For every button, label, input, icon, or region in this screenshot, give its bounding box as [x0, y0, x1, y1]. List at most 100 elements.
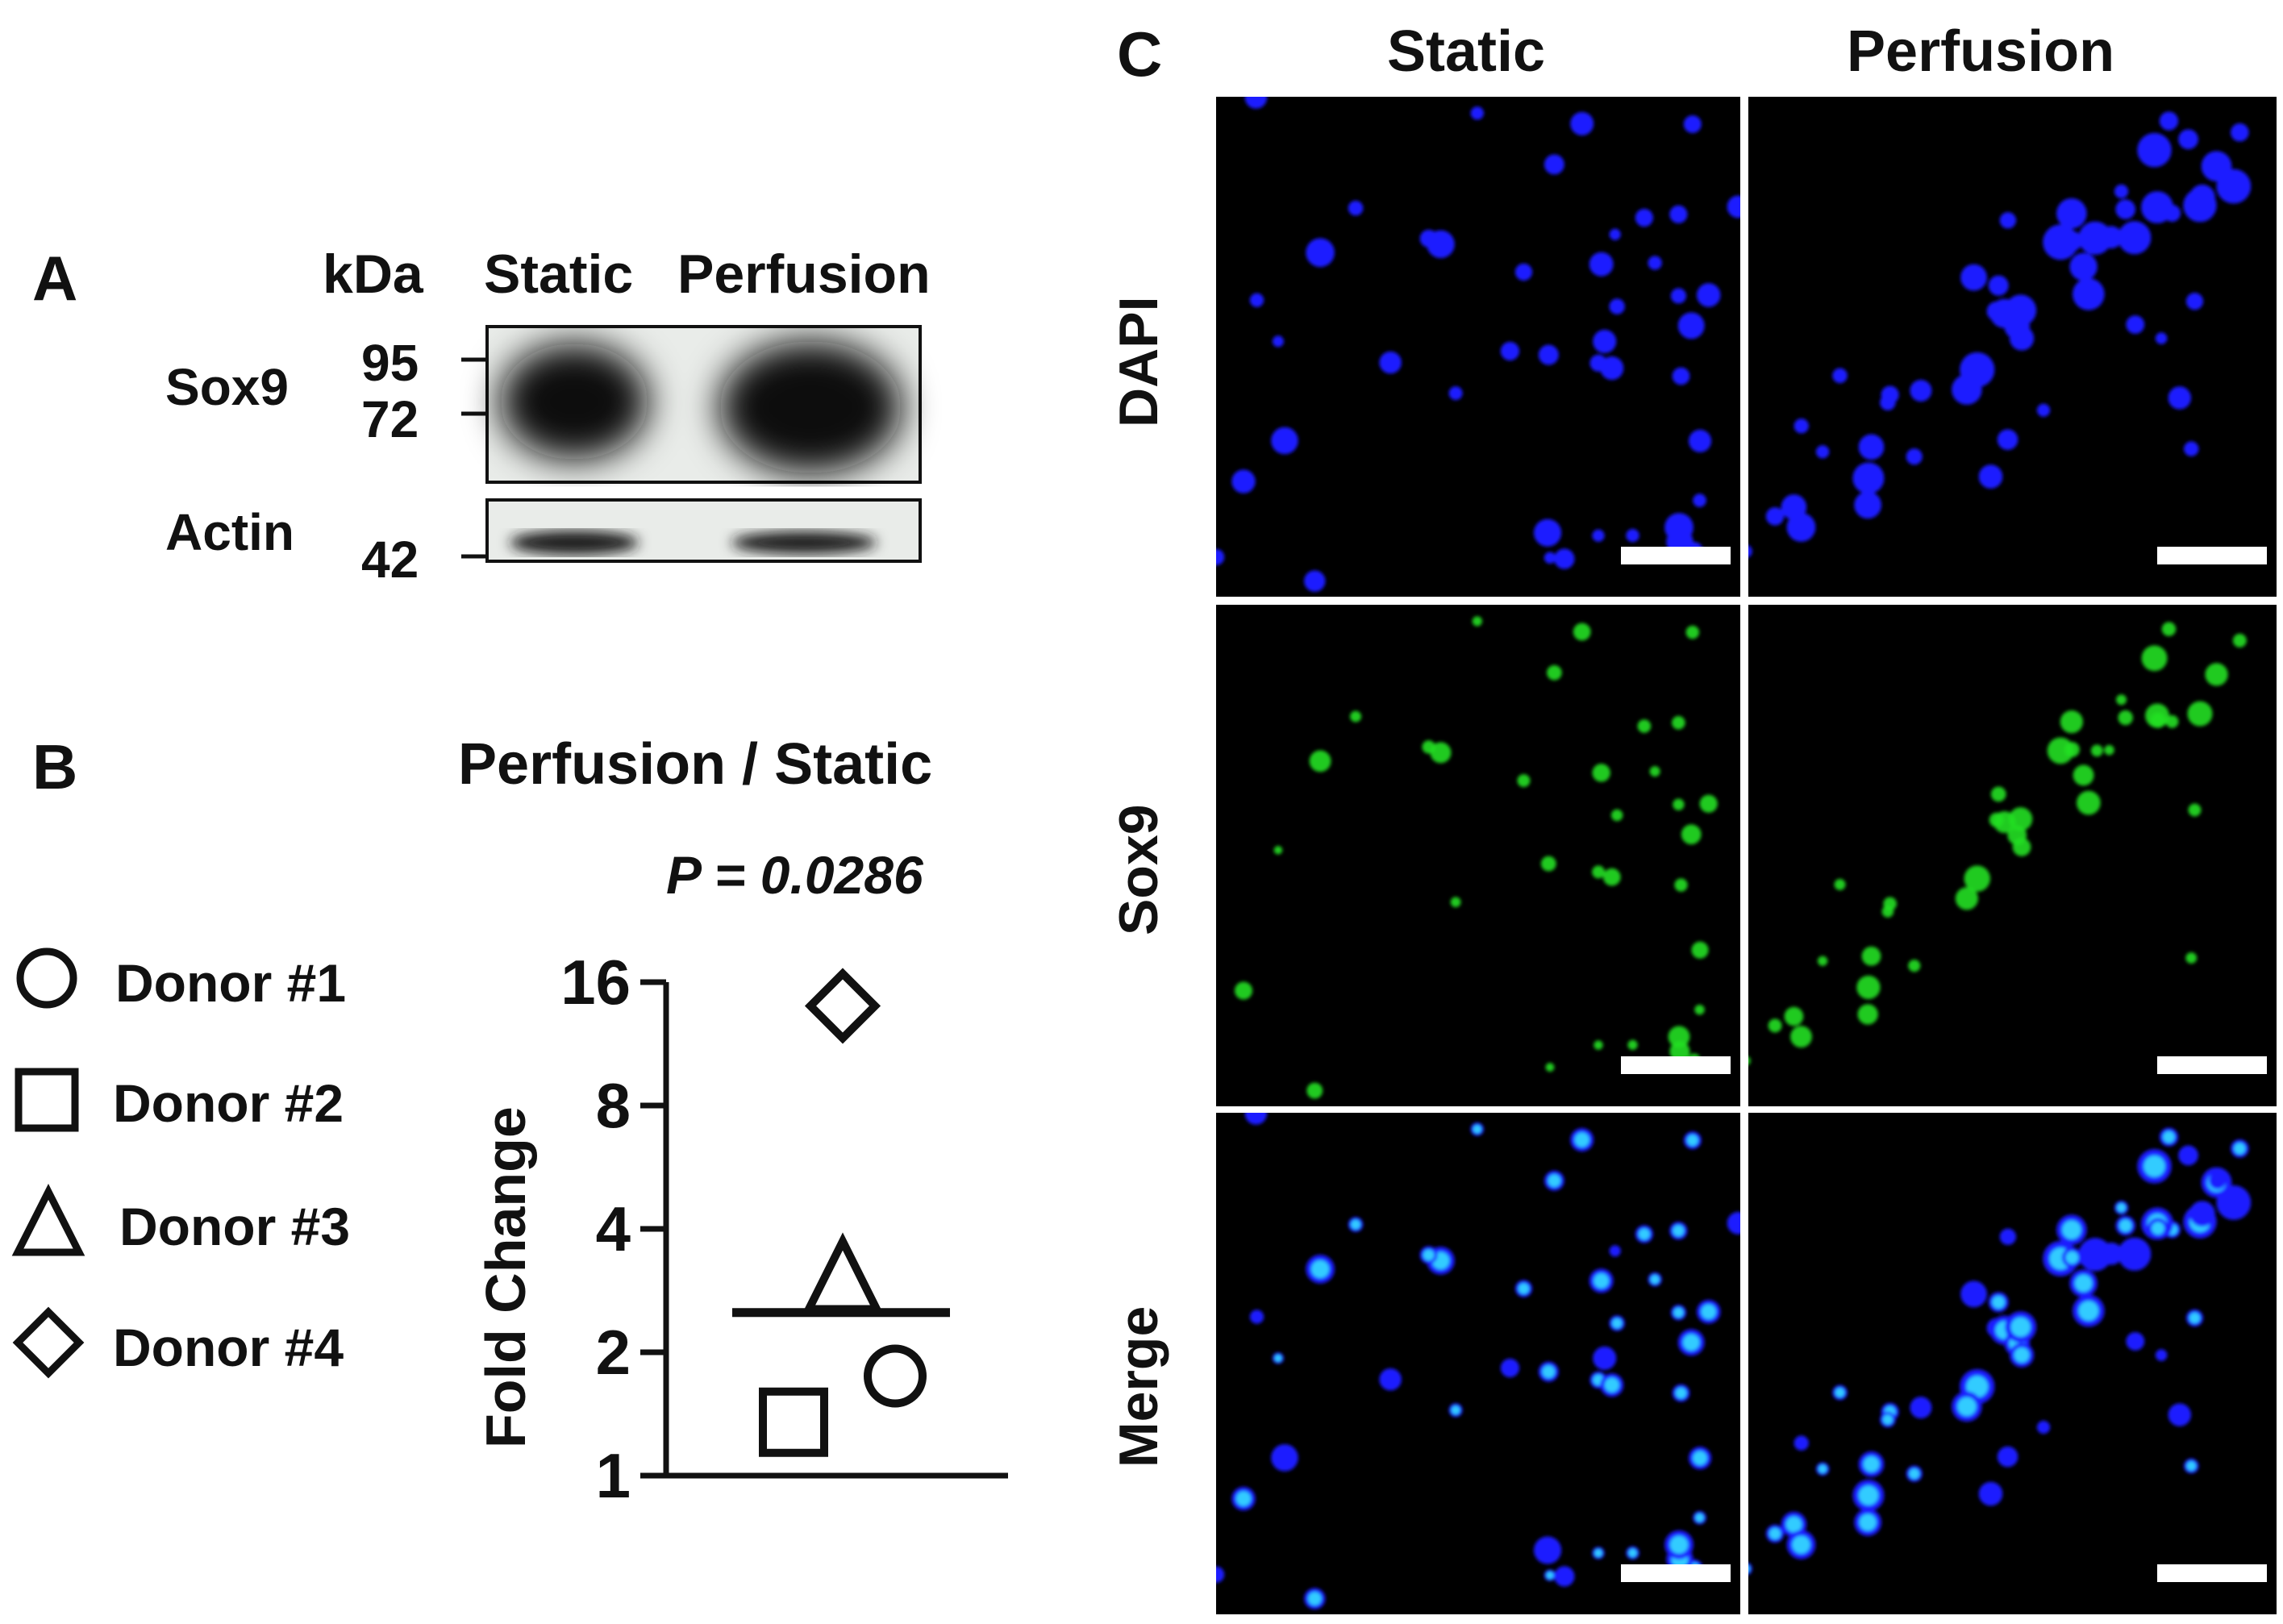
dapi-nucleus [1304, 570, 1326, 592]
dapi-nucleus [1600, 356, 1624, 381]
sox9-nucleus [1306, 1082, 1323, 1099]
merge-colocalized [1673, 1225, 1685, 1237]
sox9-nucleus [2116, 694, 2127, 706]
merge-colocalized [2117, 1203, 2126, 1213]
merge-nucleus [2168, 1403, 2192, 1426]
merge-nucleus [1554, 1566, 1575, 1587]
sox9-nucleus [2150, 712, 2166, 728]
dapi-nucleus [1997, 429, 2018, 450]
sox9-nucleus [1908, 960, 1921, 972]
sox9-nucleus [1955, 887, 1978, 910]
merge-nucleus [2178, 1145, 2198, 1166]
merge-colocalized [2014, 1347, 2030, 1363]
dapi-nucleus [1216, 548, 1225, 566]
dapi-nucleus [2189, 184, 2215, 210]
sox9-nucleus [1545, 1063, 1555, 1072]
sox9-nucleus [2090, 744, 2103, 757]
merge-colocalized [1311, 1260, 1330, 1278]
dapi-nucleus [2078, 221, 2112, 255]
sox9-nucleus [1627, 1039, 1638, 1051]
merge-colocalized [1451, 1405, 1460, 1415]
merge-colocalized [1594, 1273, 1609, 1289]
panel-b-letter: B [32, 731, 78, 802]
dapi-nucleus [2148, 201, 2168, 223]
dapi-nucleus [1570, 111, 1594, 135]
sox9-nucleus [1834, 878, 1846, 890]
micrograph-sox9-perfusion [1748, 605, 2277, 1106]
merge-colocalized [1792, 1535, 1810, 1554]
sox9-nucleus [2161, 622, 2177, 636]
dapi-nucleus [1960, 264, 1987, 291]
dapi-nucleus [2009, 326, 2035, 351]
dapi-nucleus [1538, 344, 1559, 365]
dapi-nucleus [1683, 115, 1702, 134]
merge-colocalized [1548, 1174, 1561, 1187]
merge-nucleus [2036, 1420, 2051, 1435]
sox9-nucleus [1668, 1026, 1690, 1048]
merge-colocalized [1693, 1451, 1707, 1465]
sox9-nucleus [1637, 719, 1652, 733]
legend-label-donor-1: Donor #1 [115, 953, 347, 1013]
marker-95: 95 [361, 334, 419, 392]
merge-nucleus [1978, 1481, 2003, 1506]
merge-nucleus [2209, 1172, 2227, 1189]
point-donor-3 [802, 1232, 884, 1314]
dapi-nucleus [1231, 469, 1256, 493]
merge-colocalized [1650, 1275, 1660, 1285]
merge-nucleus [2118, 1237, 2152, 1271]
legend-square-icon [15, 1068, 79, 1132]
p-value: P = 0.0286 [666, 845, 923, 905]
sox9-nucleus [2118, 710, 2133, 726]
micrograph-merge-static [1216, 1113, 1740, 1614]
dapi-nucleus [2155, 332, 2168, 344]
dapi-nucleus [1786, 513, 1816, 542]
sox9-nucleus [1649, 766, 1660, 777]
sox9-nucleus [2064, 742, 2080, 758]
dapi-nucleus [1696, 283, 1721, 307]
merge-colocalized [1769, 1527, 1781, 1539]
sox9-nucleus [1610, 809, 1623, 822]
dapi-nucleus [1348, 200, 1364, 216]
merge-colocalized [2163, 1131, 2175, 1143]
legend-diamond-icon [12, 1306, 85, 1379]
merge-colocalized [1835, 1388, 1845, 1397]
dapi-nucleus [1793, 418, 1809, 434]
merge-nucleus [1216, 1566, 1225, 1583]
merge-colocalized [2143, 1156, 2165, 1177]
dapi-nucleus [1533, 518, 1562, 547]
lane-label-perfusion: Perfusion [677, 244, 931, 305]
dapi-nucleus [1910, 379, 1932, 402]
scale-bar [1621, 1056, 1731, 1074]
lane-label-static: Static [484, 244, 634, 305]
merge-colocalized [1423, 1249, 1435, 1261]
merge-colocalized [1909, 1468, 1920, 1479]
dapi-nucleus [1544, 552, 1556, 564]
merge-colocalized [1594, 1549, 1602, 1557]
kda-label: kDa [323, 244, 423, 305]
micrograph-dapi-perfusion [1748, 97, 2277, 597]
dapi-nucleus [2061, 231, 2083, 252]
merge-nucleus [1609, 1245, 1621, 1257]
dapi-nucleus [1748, 545, 1752, 558]
dapi-nucleus [1988, 275, 2009, 296]
dapi-nucleus [1592, 529, 1605, 542]
legend-label-donor-2: Donor #2 [113, 1073, 344, 1133]
marker-72: 72 [361, 390, 419, 448]
dapi-nucleus [2069, 252, 2098, 281]
sox9-nucleus [1681, 824, 1702, 845]
dapi-nucleus [2118, 221, 2152, 255]
sox9-nucleus [1674, 878, 1688, 892]
sox9-nucleus [1784, 1006, 1804, 1026]
sox9-nucleus [1430, 742, 1452, 764]
merge-nucleus [1379, 1368, 1402, 1391]
dapi-nucleus [1379, 351, 1402, 374]
merge-colocalized [1818, 1464, 1827, 1473]
dapi-nucleus [1765, 507, 1785, 526]
sox9-nucleus [1547, 664, 1562, 681]
merge-nucleus [1500, 1358, 1520, 1378]
merge-colocalized [1518, 1283, 1530, 1294]
dapi-nucleus [1272, 335, 1284, 348]
dapi-nucleus [2036, 403, 2051, 417]
column-header-static: Static [1387, 19, 1546, 84]
